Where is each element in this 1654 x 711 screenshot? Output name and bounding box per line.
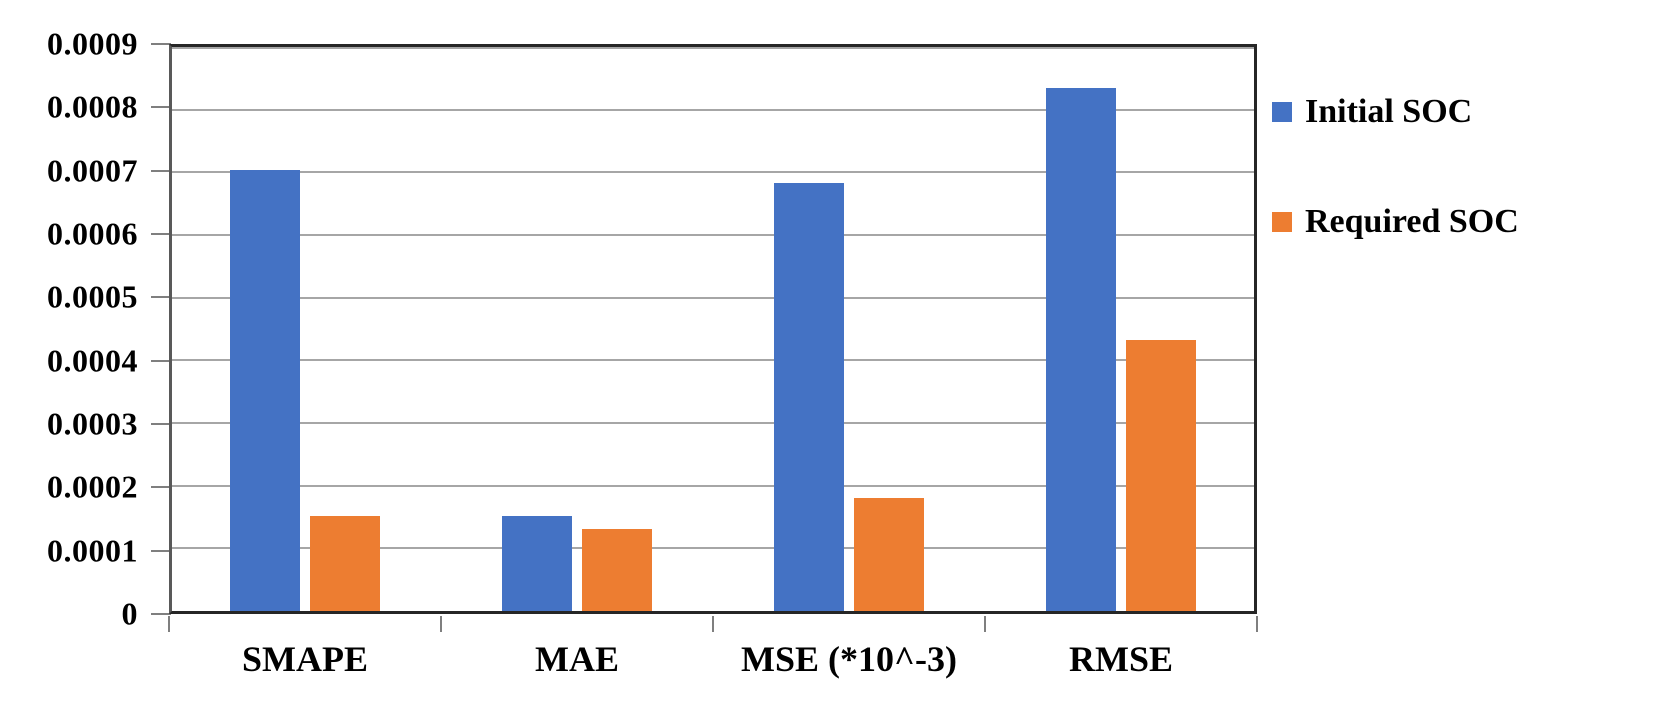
y-axis-tick-label: 0: [121, 595, 138, 632]
bar-initial-soc: [230, 170, 300, 611]
y-axis-tick-label: 0.0005: [47, 278, 138, 315]
legend-label: Initial SOC: [1305, 93, 1473, 130]
bar-required-soc: [582, 529, 652, 611]
gridline: [172, 547, 1254, 549]
y-axis-tick-mark: [151, 613, 171, 615]
legend-label: Required SOC: [1305, 203, 1519, 240]
gridline: [172, 109, 1254, 111]
y-axis-tick-mark: [151, 359, 171, 362]
x-axis-category-label: SMAPE: [242, 639, 368, 679]
bar-initial-soc: [1046, 88, 1116, 611]
gridline: [172, 297, 1254, 299]
y-axis-tick-label: 0.0001: [47, 532, 138, 569]
square-swatch-icon: [1272, 102, 1292, 122]
y-axis-tick-label: 0.0006: [47, 215, 138, 252]
x-axis-tick-mark: [440, 616, 442, 632]
x-axis-tick-mark: [712, 616, 714, 632]
y-axis-tick-mark: [151, 486, 171, 489]
y-axis-tick-label: 0.0002: [47, 468, 138, 505]
y-axis-tick-label: 0.0009: [47, 25, 138, 62]
y-axis-tick-mark: [151, 43, 171, 45]
gridline: [172, 359, 1254, 361]
y-axis-tick-mark: [151, 549, 171, 552]
gridline: [172, 47, 1254, 49]
bar-required-soc: [1126, 340, 1196, 611]
x-axis-category-label: MSE (*10^-3): [741, 639, 957, 679]
bars-layer: [169, 44, 1257, 614]
y-axis-tick-label: 0.0008: [47, 88, 138, 125]
y-axis-tick-mark: [151, 296, 171, 299]
bar-initial-soc: [774, 183, 844, 611]
y-axis-tick-mark: [151, 106, 171, 109]
square-swatch-icon: [1272, 212, 1292, 232]
bar-required-soc: [854, 498, 924, 611]
y-axis-tick-label: 0.0004: [47, 342, 138, 379]
bar-required-soc: [310, 516, 380, 611]
x-axis-category-label: MAE: [535, 639, 619, 679]
x-axis-tick-mark: [1256, 616, 1258, 632]
gridline: [172, 171, 1254, 173]
y-axis-tick-label: 0.0003: [47, 405, 138, 442]
gridline: [172, 485, 1254, 487]
legend-item: Required SOC: [1272, 202, 1519, 242]
x-axis-category-label: RMSE: [1068, 639, 1173, 679]
gridline: [172, 234, 1254, 236]
gridline: [172, 422, 1254, 424]
legend-item: Initial SOC: [1272, 92, 1472, 132]
y-axis-tick-mark: [151, 233, 171, 235]
y-axis-tick-label: 0.0007: [47, 152, 138, 189]
y-axis-tick-mark: [151, 169, 171, 172]
bar-initial-soc: [502, 516, 572, 611]
x-axis-tick-mark: [984, 616, 986, 632]
y-axis-tick-mark: [151, 423, 171, 425]
x-axis-tick-mark: [168, 616, 170, 632]
